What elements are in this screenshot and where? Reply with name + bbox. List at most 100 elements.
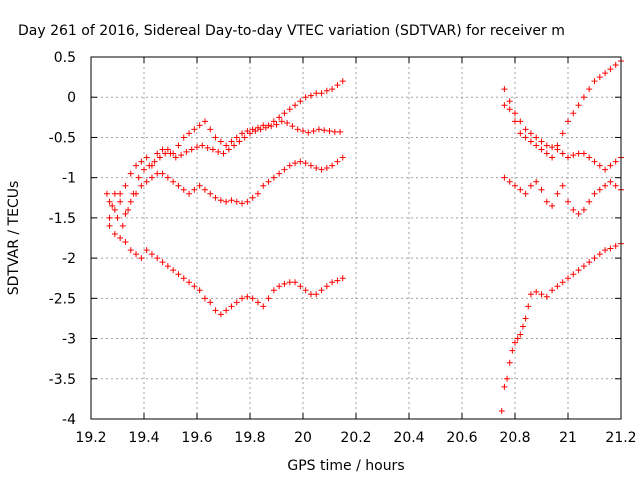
data-point [575, 210, 582, 217]
x-axis-label: GPS time / hours [287, 458, 404, 474]
data-point [143, 178, 150, 185]
data-point [302, 94, 309, 101]
data-point [151, 158, 158, 165]
data-point [334, 82, 341, 89]
data-point [307, 92, 314, 99]
data-point [313, 165, 320, 172]
y-tick-label: 0 [67, 90, 76, 106]
data-point [596, 251, 603, 258]
data-point [154, 150, 161, 157]
data-point [122, 182, 129, 189]
data-point [533, 178, 540, 185]
data-point [512, 110, 518, 117]
data-point [186, 279, 193, 286]
data-point [196, 182, 203, 189]
data-point [215, 148, 222, 155]
y-tick-label: 0.5 [54, 50, 76, 66]
data-point [517, 186, 524, 193]
data-point [162, 150, 169, 157]
series-track-2 [103, 118, 344, 229]
data-point [607, 66, 614, 73]
x-tick-label: 19.6 [181, 430, 212, 446]
data-point [281, 166, 288, 173]
series-track-6 [501, 86, 624, 173]
data-points [103, 58, 624, 414]
data-point [249, 295, 256, 302]
series-track-5 [501, 58, 624, 161]
y-tick-label: -2 [62, 251, 76, 267]
data-point [249, 194, 256, 201]
data-point [297, 98, 304, 105]
data-point [186, 190, 193, 197]
data-point [273, 121, 280, 128]
data-point [602, 247, 609, 254]
data-point [201, 118, 208, 125]
data-point [228, 197, 235, 204]
data-point [297, 283, 304, 290]
data-point [117, 198, 124, 205]
y-axis-label: SDTVAR / TECUs [6, 181, 22, 296]
data-point [233, 134, 240, 141]
data-point [159, 170, 166, 177]
data-point [586, 86, 593, 93]
data-point [270, 287, 277, 294]
data-point [300, 128, 306, 135]
data-point [331, 128, 338, 135]
data-point [339, 78, 346, 85]
data-point [239, 295, 246, 302]
data-point [302, 287, 309, 294]
data-point [591, 78, 598, 85]
data-point [596, 162, 603, 169]
data-point [591, 158, 598, 165]
data-point [247, 130, 253, 137]
data-point [538, 146, 545, 153]
data-point [127, 170, 134, 177]
data-point [252, 128, 259, 135]
data-point [612, 182, 619, 189]
data-point [591, 255, 598, 262]
data-point [559, 279, 566, 286]
y-tick-label: -1 [62, 171, 76, 187]
data-point [186, 130, 193, 137]
data-point [326, 128, 333, 135]
data-point [565, 198, 571, 205]
series-track-4 [106, 222, 346, 318]
grid-lines [91, 57, 621, 419]
data-point [146, 162, 153, 169]
data-point [172, 154, 179, 161]
series-track-3 [106, 154, 346, 217]
data-point [111, 206, 118, 213]
x-tick-label: 21.2 [605, 430, 636, 446]
data-point [180, 275, 187, 282]
data-point [575, 267, 582, 274]
data-point [512, 118, 518, 125]
data-point [512, 339, 518, 346]
data-point [315, 126, 322, 133]
data-point [533, 142, 540, 149]
data-point [183, 148, 190, 155]
data-point [612, 243, 619, 250]
data-point [543, 198, 550, 205]
y-tick-label: -1.5 [49, 211, 76, 227]
data-point [167, 150, 174, 157]
x-tick-label: 19.8 [234, 430, 265, 446]
data-point [318, 90, 325, 97]
data-point [262, 124, 269, 131]
data-point [580, 94, 587, 101]
data-point [281, 110, 288, 117]
data-point [602, 70, 609, 77]
data-point [148, 174, 155, 181]
data-point [334, 277, 341, 284]
data-point [575, 102, 582, 109]
data-point [313, 90, 320, 97]
data-point [307, 162, 314, 169]
data-point [565, 118, 571, 125]
data-point [148, 251, 155, 258]
data-point [570, 110, 577, 117]
series-track-8 [498, 240, 624, 414]
data-point [292, 160, 299, 167]
data-point [286, 162, 293, 169]
x-tick-label: 20 [294, 430, 312, 446]
data-point [318, 287, 325, 294]
